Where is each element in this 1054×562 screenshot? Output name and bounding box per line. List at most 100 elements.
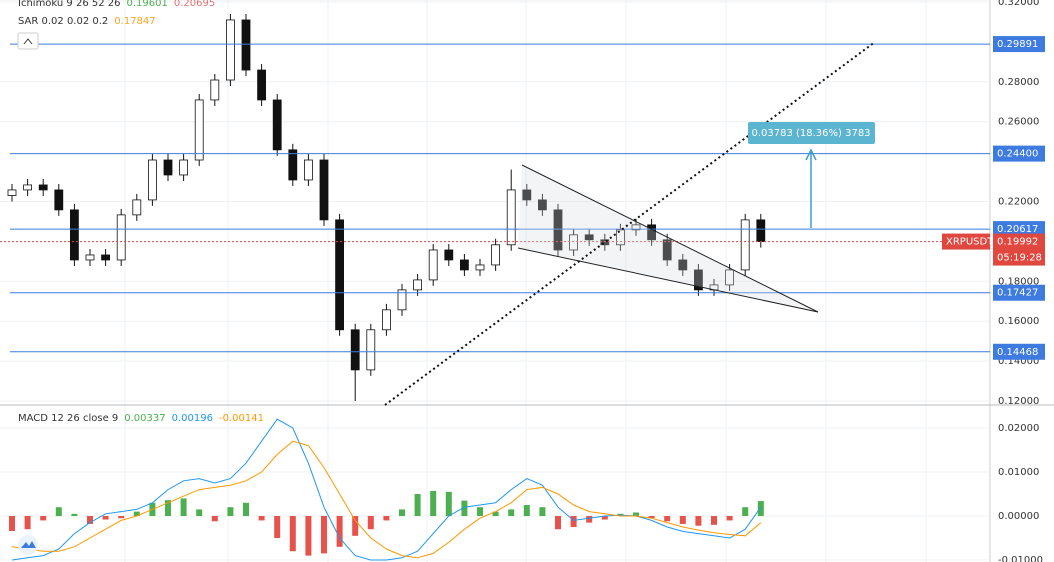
candle-body xyxy=(7,189,17,196)
candle-body xyxy=(350,329,360,371)
countdown: 05:19:28 xyxy=(997,253,1042,264)
histogram-bar xyxy=(102,516,109,520)
y-tick-label: 0.28000 xyxy=(998,77,1039,88)
candle-body xyxy=(506,189,516,246)
histogram-bar xyxy=(40,516,47,521)
histogram-bar xyxy=(87,516,93,524)
last-price-label: 0.19992 xyxy=(997,237,1038,248)
candle-body xyxy=(475,264,485,271)
y-tick-label: 0.01000 xyxy=(998,467,1039,478)
y-tick-label: 0.02000 xyxy=(998,423,1039,434)
histogram-bar xyxy=(383,516,390,521)
price-level-tag xyxy=(993,284,1045,301)
collapse-button[interactable] xyxy=(17,32,39,50)
price-level-label: 0.24400 xyxy=(997,149,1038,160)
candle-body xyxy=(491,244,501,266)
macd-title: MACD 12 26 close 9 xyxy=(18,413,118,424)
histogram-bar xyxy=(321,516,327,554)
logo-mark xyxy=(21,541,36,548)
candle-body xyxy=(647,224,656,241)
histogram-bar xyxy=(71,513,78,517)
histogram-bar xyxy=(492,511,499,517)
histogram-bar xyxy=(9,516,15,531)
histogram-bar xyxy=(118,516,125,519)
y-tick-label: 0.00000 xyxy=(998,511,1039,522)
price-level-tag xyxy=(993,36,1045,53)
y-tick-label: 0.26000 xyxy=(998,117,1039,128)
price-level-tag xyxy=(993,221,1045,238)
histogram-bar xyxy=(679,516,686,524)
histogram-bar xyxy=(227,507,234,517)
y-tick-label: -0.01000 xyxy=(998,555,1043,562)
y-tick-label: 0.32000 xyxy=(998,0,1039,8)
histogram-bar xyxy=(165,500,171,517)
candle-body xyxy=(194,99,204,161)
histogram-bar xyxy=(508,509,515,517)
histogram-bar xyxy=(570,516,577,528)
candle-body xyxy=(225,19,235,81)
histogram-bar xyxy=(274,516,281,539)
macd-legend-value: 0.00337 xyxy=(124,413,165,424)
candle-body xyxy=(694,269,703,291)
histogram-bar xyxy=(258,516,265,521)
indicator-value: 0.19601 xyxy=(127,0,168,9)
symbol-label: XRPUSDT xyxy=(946,237,994,248)
histogram-bar xyxy=(399,509,405,517)
candle-body xyxy=(272,99,282,151)
measure-label: 0.03783 (18.36%) 3783 xyxy=(751,128,870,139)
price-level-label: 0.29891 xyxy=(997,39,1038,50)
candle-body xyxy=(616,229,625,246)
candle-body xyxy=(366,329,376,371)
histogram-bar xyxy=(648,516,655,519)
histogram-bar xyxy=(523,505,530,517)
candle-body xyxy=(522,189,532,201)
histogram-bar xyxy=(586,516,593,523)
histogram-bar xyxy=(55,507,62,517)
candle-body xyxy=(147,159,157,201)
candle-body xyxy=(132,199,142,216)
candle-body xyxy=(303,159,313,181)
candle-body xyxy=(756,219,766,243)
histogram-bar xyxy=(555,516,561,530)
histogram-bar xyxy=(477,507,483,517)
histogram-bar xyxy=(211,516,218,522)
macd-legend-value: -0.00141 xyxy=(219,413,264,424)
histogram-bar xyxy=(695,516,702,526)
candle-body xyxy=(678,259,688,271)
candle-body xyxy=(631,224,641,231)
candle-body xyxy=(116,214,126,261)
candle-body xyxy=(54,189,64,211)
candle-body xyxy=(553,209,563,251)
histogram-bar xyxy=(336,516,343,547)
candle-body xyxy=(413,279,423,291)
candle-body xyxy=(85,254,95,261)
candle-body xyxy=(257,69,267,101)
histogram-bar xyxy=(133,511,140,517)
histogram-bar xyxy=(414,494,421,517)
candle-body xyxy=(459,259,469,271)
histogram-bar xyxy=(711,516,717,525)
y-tick-label: 0.22000 xyxy=(998,197,1039,208)
candle-body xyxy=(179,159,189,176)
histogram-bar xyxy=(430,490,437,517)
indicator-legend: Ichimoku 9 26 52 26 0.19601 0.20695 xyxy=(18,0,215,9)
indicator-value: 0.17847 xyxy=(114,16,155,27)
y-tick-label: 0.12000 xyxy=(998,396,1039,407)
candle-body xyxy=(210,79,220,101)
last-price-tag xyxy=(993,233,1045,266)
candle-body xyxy=(584,234,594,241)
macd-line xyxy=(11,440,762,559)
macd-line xyxy=(11,418,762,561)
candle-body xyxy=(23,184,33,191)
candle-body xyxy=(101,254,110,261)
candle-body xyxy=(538,199,547,211)
histogram-bar xyxy=(196,509,203,517)
histogram-bar xyxy=(633,512,639,517)
drawings xyxy=(384,41,876,406)
macd-legend-value: 0.00196 xyxy=(172,413,213,424)
candle-body xyxy=(397,289,407,311)
indicator-label: Ichimoku 9 26 52 26 xyxy=(18,0,121,9)
candle-body xyxy=(70,209,79,261)
candle-body xyxy=(569,234,578,251)
price-level-label: 0.14468 xyxy=(997,347,1038,358)
